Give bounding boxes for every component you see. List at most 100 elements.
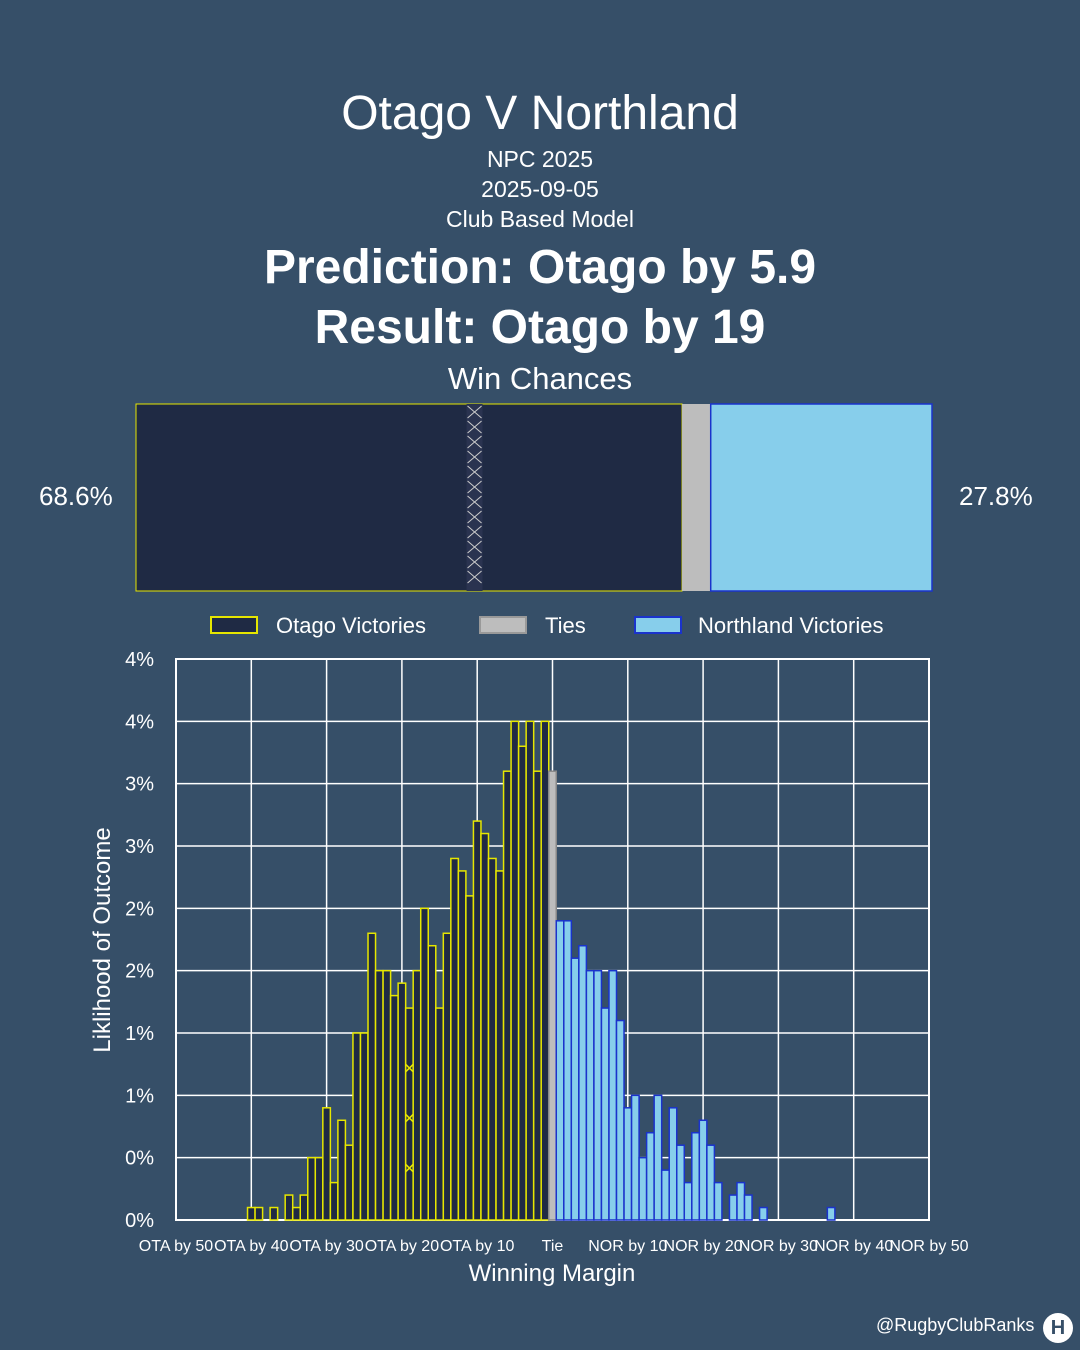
- northland-bar: [570, 957, 580, 1221]
- match-date: 2025-09-05: [481, 176, 599, 202]
- y-tick-label: 3%: [125, 836, 154, 858]
- northland-bar: [600, 1007, 610, 1221]
- result-marker-hatch: [467, 420, 482, 434]
- otago-bar: [435, 1007, 445, 1221]
- result-marker-hatch: [467, 480, 482, 494]
- otago-bar: [307, 1156, 317, 1221]
- x-tick-label: OTA by 30: [289, 1238, 364, 1255]
- y-tick-label: 0%: [125, 1148, 154, 1170]
- otago-bar: [254, 1206, 264, 1221]
- otago-bar: [457, 870, 467, 1221]
- x-axis-label: Winning Margin: [469, 1260, 636, 1287]
- otago-bar: [397, 982, 407, 1221]
- win-bar-result-marker: [466, 404, 483, 591]
- otago-bar: [359, 1032, 369, 1221]
- win-chances-title: Win Chances: [447, 361, 633, 396]
- otago-bar: [291, 1206, 301, 1221]
- northland-bar: [585, 969, 595, 1221]
- legend-label-away: Northland Victories: [698, 613, 883, 638]
- result-marker-hatch: [467, 510, 482, 524]
- northland-bar: [638, 1156, 648, 1221]
- chart-title: Otago V Northland: [341, 87, 739, 140]
- otago-bar: [382, 969, 392, 1221]
- northland-bar: [706, 1144, 716, 1221]
- northland-bar: [743, 1194, 753, 1221]
- northland-bar: [555, 920, 565, 1221]
- northland-bar: [675, 1144, 686, 1221]
- logo-icon: H: [1043, 1313, 1073, 1343]
- northland-bar: [728, 1194, 738, 1221]
- otago-bar: [269, 1206, 279, 1221]
- y-tick-label: 1%: [125, 1085, 154, 1107]
- otago-bar: [284, 1194, 294, 1221]
- otago-bar: [487, 857, 497, 1221]
- result-marker-hatch: [467, 525, 482, 539]
- northland-bar: [683, 1181, 693, 1221]
- otago-bar: [427, 944, 437, 1221]
- northland-bar: [713, 1181, 723, 1221]
- northland-bar: [653, 1094, 663, 1221]
- northland-bar: [758, 1206, 768, 1221]
- result-bar-marker: [404, 1163, 414, 1173]
- result-bar-marker: [404, 1063, 414, 1073]
- legend-label-tie: Ties: [545, 613, 586, 638]
- northland-bar: [668, 1107, 678, 1221]
- win-bar-away-segment: [709, 403, 933, 592]
- result-marker-hatch: [467, 465, 482, 479]
- otago-bar: [510, 720, 520, 1221]
- x-tick-label: OTA by 40: [214, 1238, 289, 1255]
- result-marker-hatch: [467, 405, 482, 419]
- otago-bar: [502, 770, 512, 1221]
- northland-bar: [736, 1181, 746, 1221]
- home-win-percentage: 68.6%: [39, 481, 113, 511]
- legend-swatch-home: [210, 616, 258, 634]
- win-bar-home-segment: [135, 403, 683, 592]
- northland-bar: [615, 1019, 625, 1221]
- otago-bar: [337, 1119, 347, 1221]
- otago-bar: [329, 1181, 339, 1221]
- otago-bar: [540, 720, 550, 1221]
- northland-bar: [593, 969, 603, 1221]
- legend-label-home: Otago Victories: [276, 613, 426, 638]
- x-tick-label: NOR by 50: [889, 1238, 968, 1255]
- otago-bar: [344, 1144, 354, 1221]
- result-marker-hatch: [467, 570, 482, 584]
- otago-bar: [495, 870, 505, 1221]
- otago-bar: [322, 1107, 332, 1221]
- northland-bar: [563, 920, 573, 1221]
- result-marker-hatch: [467, 495, 482, 509]
- y-tick-label: 1%: [125, 1023, 154, 1045]
- chart-legend: Otago Victories Ties Northland Victories: [210, 613, 883, 638]
- result-marker-hatch: [467, 435, 482, 449]
- northland-bar: [630, 1094, 640, 1221]
- otago-bar: [525, 720, 535, 1221]
- x-tick-label: NOR by 40: [814, 1238, 893, 1255]
- northland-bar: [645, 1131, 655, 1221]
- result-bar-marker: [404, 1113, 414, 1123]
- otago-bar: [412, 969, 422, 1221]
- y-axis-label: Liklihood of Outcome: [89, 827, 116, 1052]
- otago-bar: [480, 832, 490, 1221]
- otago-bar: [442, 932, 452, 1221]
- otago-bar: [246, 1206, 256, 1221]
- northland-bar: [691, 1131, 701, 1221]
- y-tick-label: 3%: [125, 774, 154, 796]
- model-label: Club Based Model: [446, 206, 634, 232]
- legend-swatch-tie: [479, 616, 527, 634]
- result-marker-band: [466, 404, 483, 591]
- x-tick-label: NOR by 10: [588, 1238, 667, 1255]
- otago-bar: [419, 907, 430, 1221]
- otago-bar: [404, 1007, 414, 1221]
- otago-bar: [465, 895, 475, 1221]
- otago-bar: [367, 932, 377, 1221]
- competition-label: NPC 2025: [486, 146, 594, 172]
- otago-bar: [374, 969, 384, 1221]
- y-tick-label: 0%: [125, 1210, 154, 1232]
- northland-bar: [608, 969, 618, 1221]
- prediction-text: Prediction: Otago by 5.9: [263, 241, 817, 294]
- otago-bar: [389, 994, 399, 1221]
- otago-bar: [314, 1156, 324, 1221]
- otago-bar: [299, 1194, 309, 1221]
- x-tick-label: NOR by 20: [664, 1238, 743, 1255]
- x-tick-label: Tie: [542, 1238, 564, 1255]
